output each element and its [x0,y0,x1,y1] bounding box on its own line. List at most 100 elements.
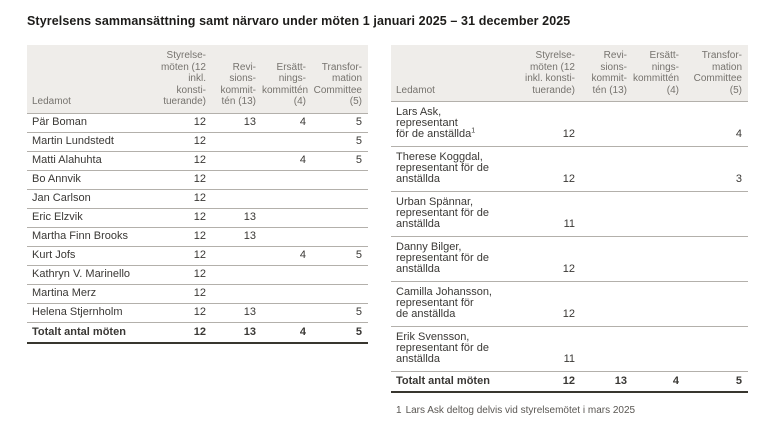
column-header-ledamot: Ledamot [27,45,157,113]
total-label-cell: Totalt antal möten [32,325,126,338]
attendance-value-cell: 5 [355,134,362,147]
total-value-cell: 5 [355,325,362,338]
attendance-value-cell [633,327,685,372]
attendance-value-cell [581,192,633,237]
employee-representatives-table: Ledamot Styrelse- möten (12 inkl. konsti… [391,45,748,393]
column-header-revisionskommitten: Revi- sions- kommit- tén (13) [212,45,262,113]
attendance-value-cell: 12 [193,267,206,280]
attendance-value-cell: 12 [193,153,206,166]
column-header-revisionskommitten: Revi- sions- kommit- tén (13) [581,45,633,102]
footnote: 1 Lars Ask deltog delvis vid styrelsemöte… [391,405,748,416]
member-name-cell: Urban Spännar, representant för de anstä… [396,196,489,230]
member-name-cell: Eric Elzvik [32,210,83,223]
board-members-table: Ledamot Styrelse- möten (12 inkl. konsti… [27,45,368,344]
column-header-transformation-committee: Transfor- mation Committee (5) [685,45,748,102]
total-value-cell: 4 [672,375,679,387]
attendance-value-cell [262,189,312,208]
attendance-value-cell: 3 [735,173,742,185]
page-title: Styrelsens sammansättning samt närvaro u… [27,14,571,28]
table-header-row: Ledamot Styrelse- möten (12 inkl. konsti… [391,45,748,102]
table-body: Lars Ask, representant för de anställda1… [391,102,748,392]
member-name-cell: Danny Bilger, representant för de anstäl… [396,241,489,275]
attendance-value-cell: 12 [562,173,575,185]
attendance-value-cell [685,237,748,282]
attendance-value-cell: 4 [299,153,306,166]
attendance-value-cell [312,170,368,189]
member-name-cell: Martha Finn Brooks [32,229,128,242]
attendance-value-cell: 12 [193,134,206,147]
attendance-value-cell: 5 [355,305,362,318]
attendance-value-cell [262,132,312,151]
attendance-value-cell: 11 [563,353,575,365]
attendance-value-cell [312,208,368,227]
member-name-cell: Pär Boman [32,115,88,128]
column-header-styrelsemoten: Styrelse- möten (12 inkl. konsti- tueran… [519,45,581,102]
attendance-value-cell: 12 [193,286,206,299]
tables-container: Ledamot Styrelse- möten (12 inkl. konsti… [27,45,748,416]
attendance-value-cell: 13 [243,115,256,128]
attendance-value-cell: 12 [193,229,206,242]
attendance-value-cell [262,170,312,189]
attendance-value-cell [685,327,748,372]
attendance-value-cell [633,282,685,327]
attendance-value-cell [212,284,262,303]
attendance-value-cell [312,189,368,208]
member-name-cell: Helena Stjernholm [32,305,123,318]
table-row: Pär Boman 12 13 4 5 [27,113,368,132]
attendance-value-cell: 12 [193,305,206,318]
total-value-cell: 13 [243,325,256,338]
column-header-ledamot: Ledamot [391,45,519,102]
table-row: Danny Bilger, representant för de anstäl… [391,237,748,282]
table-row: Matti Alahuhta 12 4 5 [27,151,368,170]
table-header-row: Ledamot Styrelse- möten (12 inkl. konsti… [27,45,368,113]
attendance-value-cell: 12 [193,248,206,261]
attendance-value-cell [312,227,368,246]
attendance-value-cell: 5 [355,248,362,261]
attendance-value-cell [685,192,748,237]
member-name-cell: Jan Carlson [32,191,91,204]
right-column: Ledamot Styrelse- möten (12 inkl. konsti… [391,45,748,416]
attendance-value-cell [212,189,262,208]
column-header-transformation-committee: Transfor- mation Committee (5) [312,45,368,113]
footnote-ref: 1 [471,127,476,135]
table-row: Kathryn V. Marinello 12 [27,265,368,284]
table-row: Martin Lundstedt 12 5 [27,132,368,151]
member-name-cell: Matti Alahuhta [32,153,102,166]
attendance-value-cell: 4 [735,128,742,140]
total-value-cell: 13 [614,375,627,387]
attendance-value-cell [581,237,633,282]
column-header-styrelsemoten: Styrelse- möten (12 inkl. konsti- tueran… [157,45,212,113]
attendance-value-cell [262,284,312,303]
attendance-value-cell: 12 [562,308,575,320]
attendance-value-cell [312,284,368,303]
attendance-value-cell [212,151,262,170]
attendance-value-cell: 12 [562,128,575,140]
attendance-value-cell [633,147,685,192]
member-name-cell: Lars Ask, representant för de anställda1 [396,106,476,140]
attendance-value-cell [633,102,685,147]
attendance-value-cell: 13 [243,229,256,242]
total-value-cell: 12 [562,375,575,387]
attendance-value-cell: 12 [193,172,206,185]
attendance-value-cell: 5 [355,115,362,128]
column-header-ersattningskommitten: Ersätt- nings- kommittén (4) [262,45,312,113]
attendance-value-cell [262,227,312,246]
attendance-value-cell [633,192,685,237]
total-label-cell: Totalt antal möten [396,375,490,387]
attendance-value-cell [212,132,262,151]
table-row: Kurt Jofs 12 4 5 [27,246,368,265]
attendance-value-cell: 13 [243,210,256,223]
member-name-cell: Bo Annvik [32,172,81,185]
table-row: Martina Merz 12 [27,284,368,303]
member-name-cell: Camilla Johansson, representant för de a… [396,286,492,320]
footnote-marker: 1 [396,405,402,416]
attendance-value-cell: 12 [193,210,206,223]
member-name-cell: Therese Koggdal, representant för de ans… [396,151,489,185]
table-row: Eric Elzvik 12 13 [27,208,368,227]
member-name-cell: Erik Svensson, representant för de anstä… [396,331,489,365]
attendance-value-cell [312,265,368,284]
attendance-value-cell: 4 [299,248,306,261]
table-body: Pär Boman 12 13 4 5 Martin Lundstedt 12 5 Matti … [27,113,368,343]
member-name-cell: Kurt Jofs [32,248,76,261]
